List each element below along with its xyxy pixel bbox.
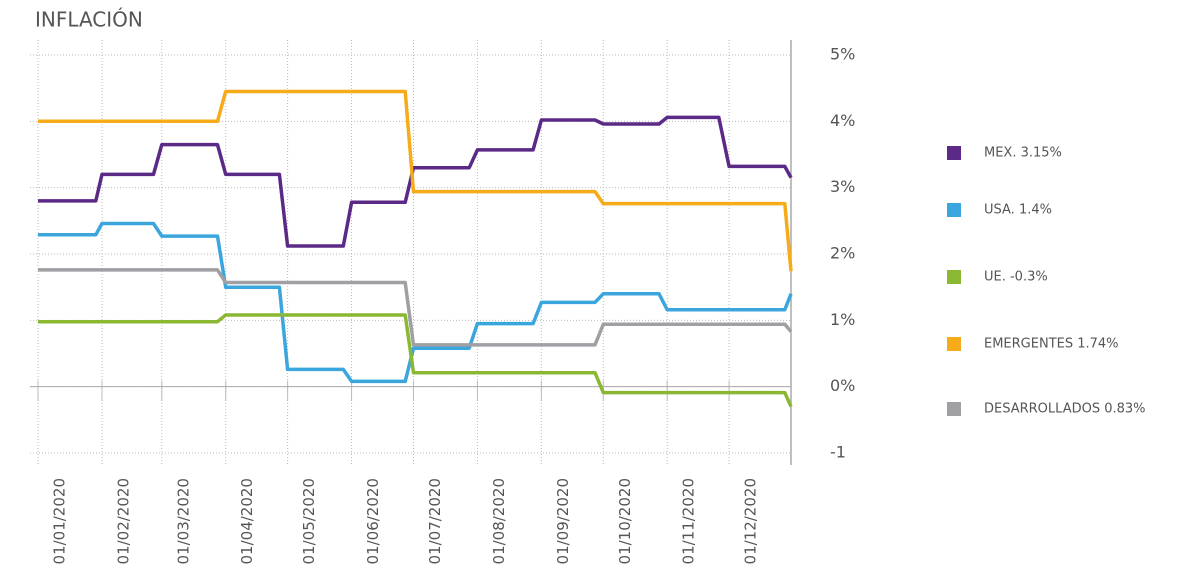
y-tick-label: 3% xyxy=(830,177,855,196)
x-tick-label: 01/12/2020 xyxy=(742,478,760,564)
x-tick-label: 01/11/2020 xyxy=(680,478,698,564)
legend-swatch xyxy=(947,146,961,160)
chart-title: INFLACIÓN xyxy=(35,8,143,32)
x-tick-label: 01/10/2020 xyxy=(616,478,634,564)
series-line xyxy=(38,89,793,272)
x-tick-label: 01/02/2020 xyxy=(114,478,132,564)
series-line xyxy=(38,313,793,408)
legend-label: USA. 1.4% xyxy=(984,203,1052,218)
legend-swatch xyxy=(947,337,961,351)
x-tick-label: 01/07/2020 xyxy=(426,478,444,564)
x-tick-label: 01/04/2020 xyxy=(238,478,256,564)
legend-label: UE. -0.3% xyxy=(984,270,1048,285)
y-tick-label: 2% xyxy=(830,244,855,263)
y-tick-label: 0% xyxy=(830,376,855,395)
y-tick-label: 5% xyxy=(830,45,855,64)
y-tick-label: 4% xyxy=(830,111,855,130)
x-tick-label: 01/08/2020 xyxy=(490,478,508,564)
x-tick-label: 01/09/2020 xyxy=(554,478,572,564)
series-line xyxy=(38,221,793,384)
x-tick-label: 01/03/2020 xyxy=(174,478,192,564)
series-line xyxy=(38,268,793,347)
y-tick-label: -1 xyxy=(830,443,846,462)
legend-label: EMERGENTES 1.74% xyxy=(984,337,1119,352)
series-line xyxy=(38,115,793,248)
x-tick-label: 01/06/2020 xyxy=(364,478,382,564)
legend-label: DESARROLLADOS 0.83% xyxy=(984,402,1146,417)
legend-swatch xyxy=(947,402,961,416)
legend-swatch xyxy=(947,203,961,217)
legend-label: MEX. 3.15% xyxy=(984,146,1062,161)
y-tick-label: 1% xyxy=(830,310,855,329)
legend-swatch xyxy=(947,270,961,284)
x-tick-label: 01/05/2020 xyxy=(300,478,318,564)
x-tick-label: 01/01/2020 xyxy=(51,478,69,564)
